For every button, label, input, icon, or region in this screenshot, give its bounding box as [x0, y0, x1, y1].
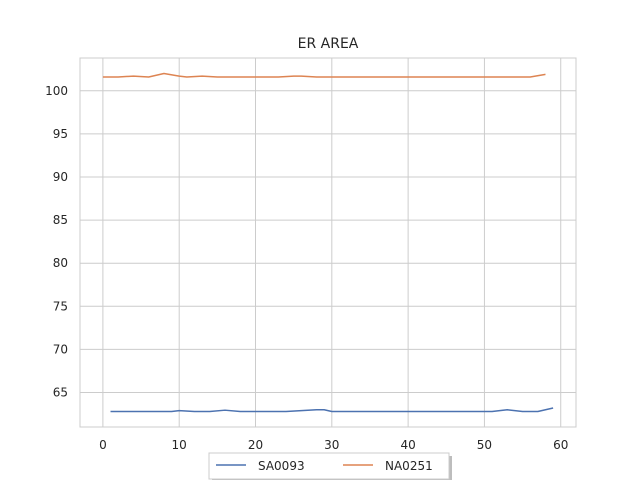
- plot-frame: [79, 57, 577, 428]
- y-tick-label: 75: [53, 299, 68, 313]
- y-axis-ticks: 65 70 75 80 85 90 95 100: [45, 84, 68, 400]
- y-tick-label: 90: [53, 170, 68, 184]
- x-axis-ticks: 0 10 20 30 40 50 60: [99, 438, 568, 452]
- chart-title: ER AREA: [298, 36, 359, 52]
- y-tick-label: 85: [53, 213, 68, 227]
- y-tick-label: 100: [45, 84, 68, 98]
- x-tick-label: 20: [248, 438, 263, 452]
- y-tick-label: 65: [53, 386, 68, 400]
- series-line-na0251: [102, 72, 546, 78]
- x-tick-label: 40: [400, 438, 415, 452]
- series-line-sa0093: [110, 407, 554, 413]
- legend-label-sa0093: SA0093: [258, 459, 305, 473]
- x-tick-label: 60: [553, 438, 568, 452]
- legend-label-na0251: NA0251: [385, 459, 433, 473]
- legend-box: [208, 452, 450, 480]
- y-tick-label: 80: [53, 256, 68, 270]
- y-tick-label: 70: [53, 342, 68, 356]
- x-tick-label: 0: [99, 438, 107, 452]
- x-tick-label: 30: [324, 438, 339, 452]
- legend: SA0093 NA0251: [208, 452, 452, 480]
- y-tick-label: 95: [53, 127, 68, 141]
- x-tick-label: 50: [477, 438, 492, 452]
- series-lines: [102, 72, 554, 413]
- x-tick-label: 10: [172, 438, 187, 452]
- grid-lines: [80, 58, 576, 427]
- plot-area: [80, 58, 576, 427]
